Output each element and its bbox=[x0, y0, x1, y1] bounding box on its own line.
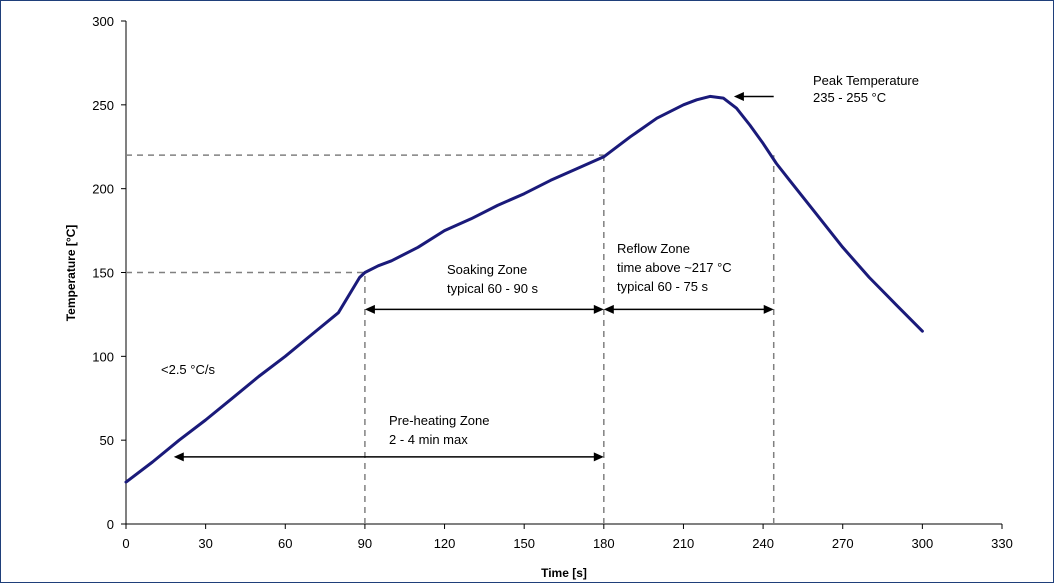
soaking-arrowhead-right bbox=[593, 304, 604, 314]
preheat-label-line2: 2 - 4 min max bbox=[389, 432, 468, 447]
y-tick-label: 150 bbox=[92, 266, 114, 281]
x-tick-label: 60 bbox=[278, 536, 292, 551]
x-tick-label: 30 bbox=[198, 536, 212, 551]
y-axis-title: Temperature [°C] bbox=[64, 225, 78, 322]
reflow-label-line2: time above ~217 °C bbox=[617, 260, 732, 275]
x-tick-labels: 0 30 60 90 120 150 180 210 240 270 300 330 bbox=[122, 536, 1012, 551]
ramp-rate-label: <2.5 °C/s bbox=[161, 362, 215, 377]
x-tick-label: 90 bbox=[358, 536, 372, 551]
preheat-label-line1: Pre-heating Zone bbox=[389, 413, 489, 428]
reflow-arrowhead-left bbox=[603, 304, 614, 314]
x-tick-label: 180 bbox=[593, 536, 615, 551]
x-tick-label: 240 bbox=[752, 536, 774, 551]
x-tick-label: 0 bbox=[122, 536, 129, 551]
soaking-label-line2: typical 60 - 90 s bbox=[447, 281, 539, 296]
peak-label-line2: 235 - 255 °C bbox=[813, 90, 886, 105]
preheat-arrowhead-right bbox=[593, 452, 604, 462]
soaking-arrowhead-left bbox=[364, 304, 375, 314]
x-tick-label: 210 bbox=[673, 536, 695, 551]
y-tick-label: 200 bbox=[92, 182, 114, 197]
y-tick-label: 100 bbox=[92, 349, 114, 364]
temperature-profile-line bbox=[124, 94, 924, 484]
x-tick-label: 150 bbox=[513, 536, 535, 551]
preheat-arrowhead-left bbox=[173, 452, 184, 462]
x-tick-label: 120 bbox=[434, 536, 456, 551]
peak-label-line1: Peak Temperature bbox=[813, 73, 919, 88]
span-arrows bbox=[173, 91, 774, 462]
y-tick-label: 0 bbox=[107, 517, 114, 532]
series-layer bbox=[124, 94, 924, 484]
y-tick-labels: 0 50 100 150 200 250 300 bbox=[92, 14, 114, 532]
y-tick-label: 250 bbox=[92, 98, 114, 113]
x-tick-label: 270 bbox=[832, 536, 854, 551]
y-tick-label: 300 bbox=[92, 14, 114, 29]
y-tick-label: 50 bbox=[100, 433, 114, 448]
reference-lines bbox=[126, 154, 775, 524]
reflow-arrowhead-right bbox=[763, 304, 774, 314]
x-tick-label: 300 bbox=[912, 536, 934, 551]
x-tick-label: 330 bbox=[991, 536, 1013, 551]
soaking-label-line1: Soaking Zone bbox=[447, 262, 527, 277]
peak-arrowhead bbox=[733, 91, 744, 101]
reflow-label-line1: Reflow Zone bbox=[617, 241, 690, 256]
x-axis-title: Time [s] bbox=[541, 566, 587, 580]
reflow-label-line3: typical 60 - 75 s bbox=[617, 279, 709, 294]
